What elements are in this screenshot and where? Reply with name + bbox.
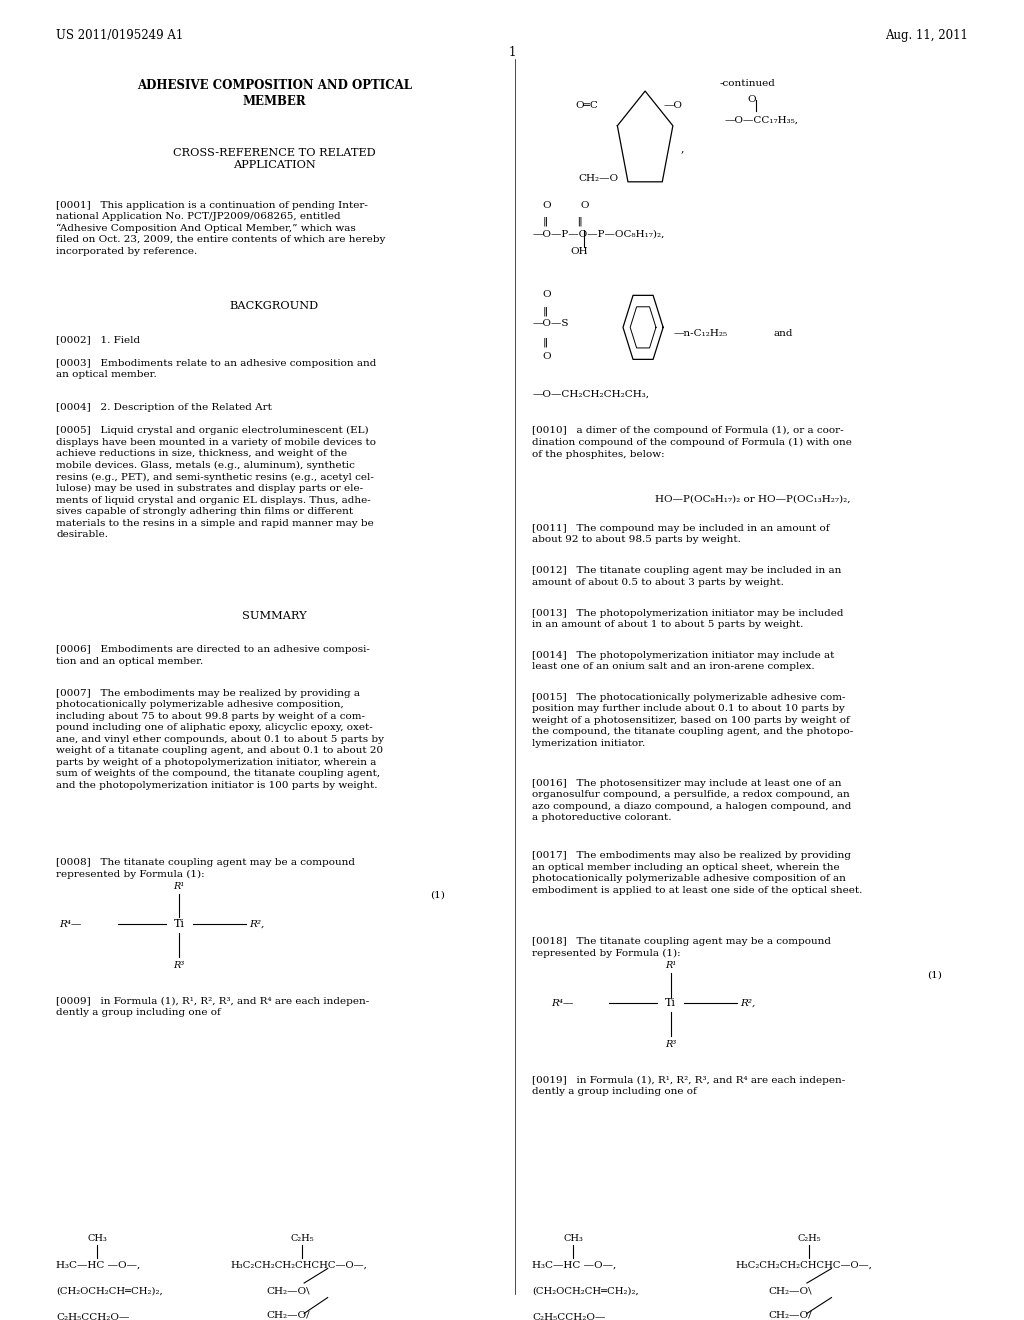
Text: (CH₂OCH₂CH═CH₂)₂,: (CH₂OCH₂CH═CH₂)₂, (56, 1287, 163, 1296)
Text: O: O (543, 352, 551, 362)
Text: and: and (773, 330, 793, 338)
Text: H₃C₂CH₂CH₂CHCHC—O—,: H₃C₂CH₂CH₂CHCHC—O—, (735, 1261, 872, 1270)
Text: [0010]   a dimer of the compound of Formula (1), or a coor-
dination compound of: [0010] a dimer of the compound of Formul… (532, 426, 852, 458)
Text: (1): (1) (927, 970, 942, 979)
Text: —O—CC₁₇H₃₅,: —O—CC₁₇H₃₅, (725, 116, 799, 125)
Text: CH₃: CH₃ (563, 1234, 584, 1243)
Text: [0016]   The photosensitizer may include at least one of an
organosulfur compoun: [0016] The photosensitizer may include a… (532, 779, 852, 822)
Text: CH₃: CH₃ (87, 1234, 108, 1243)
Text: R³: R³ (666, 1040, 676, 1049)
Text: C₂H₅CCH₂O—: C₂H₅CCH₂O— (56, 1313, 130, 1320)
Text: [0007]   The embodiments may be realized by providing a
photocationically polyme: [0007] The embodiments may be realized b… (56, 689, 384, 789)
Text: [0002]   1. Field: [0002] 1. Field (56, 335, 140, 345)
Text: [0003]   Embodiments relate to an adhesive composition and
an optical member.: [0003] Embodiments relate to an adhesive… (56, 359, 377, 379)
Text: R¹: R¹ (174, 882, 184, 891)
Text: O═C: O═C (575, 102, 598, 110)
Text: [0017]   The embodiments may also be realized by providing
an optical member inc: [0017] The embodiments may also be reali… (532, 851, 863, 895)
Text: O         O: O O (543, 201, 589, 210)
Text: [0011]   The compound may be included in an amount of
about 92 to about 98.5 par: [0011] The compound may be included in a… (532, 524, 830, 544)
Text: CH₂—O\: CH₂—O\ (266, 1287, 310, 1296)
Text: R²,: R², (249, 920, 264, 928)
Text: H₃C—HC —O—,: H₃C—HC —O—, (532, 1261, 616, 1270)
Text: —n-C₁₂H₂₅: —n-C₁₂H₂₅ (674, 330, 728, 338)
Text: R³: R³ (174, 961, 184, 970)
Text: BACKGROUND: BACKGROUND (229, 301, 319, 312)
Text: Ti: Ti (666, 998, 676, 1008)
Text: [0019]   in Formula (1), R¹, R², R³, and R⁴ are each indepen-
dently a group inc: [0019] in Formula (1), R¹, R², R³, and R… (532, 1076, 846, 1097)
Text: R²,: R², (740, 999, 756, 1007)
Text: [0009]   in Formula (1), R¹, R², R³, and R⁴ are each indepen-
dently a group inc: [0009] in Formula (1), R¹, R², R³, and R… (56, 997, 370, 1018)
Text: [0001]   This application is a continuation of pending Inter-
national Applicati: [0001] This application is a continuatio… (56, 201, 386, 256)
Text: H₃C—HC —O—,: H₃C—HC —O—, (56, 1261, 140, 1270)
Text: —O—P—O—P—OC₈H₁₇)₂,: —O—P—O—P—OC₈H₁₇)₂, (532, 230, 665, 239)
Text: C₂H₅: C₂H₅ (797, 1234, 821, 1243)
Text: [0008]   The titanate coupling agent may be a compound
represented by Formula (1: [0008] The titanate coupling agent may b… (56, 858, 355, 879)
Text: ‖         ‖: ‖ ‖ (543, 216, 583, 226)
Text: —O—S: —O—S (532, 319, 569, 329)
Text: C₂H₅CCH₂O—: C₂H₅CCH₂O— (532, 1313, 606, 1320)
Text: CH₂—O/: CH₂—O/ (768, 1311, 812, 1320)
Text: H₃C₂CH₂CH₂CHCHC—O—,: H₃C₂CH₂CH₂CHCHC—O—, (230, 1261, 368, 1270)
Text: [0018]   The titanate coupling agent may be a compound
represented by Formula (1: [0018] The titanate coupling agent may b… (532, 937, 831, 958)
Text: Ti: Ti (174, 919, 184, 929)
Text: [0015]   The photocationically polymerizable adhesive com-
position may further : [0015] The photocationically polymerizab… (532, 693, 854, 748)
Text: Aug. 11, 2011: Aug. 11, 2011 (885, 29, 968, 42)
Text: CH₂—O: CH₂—O (579, 174, 618, 183)
Text: (CH₂OCH₂CH═CH₂)₂,: (CH₂OCH₂CH═CH₂)₂, (532, 1287, 639, 1296)
Text: O: O (543, 290, 551, 300)
Text: [0014]   The photopolymerization initiator may include at
least one of an onium : [0014] The photopolymerization initiator… (532, 651, 835, 671)
Text: SUMMARY: SUMMARY (242, 611, 307, 622)
Text: R⁴—: R⁴— (551, 999, 573, 1007)
Text: [0012]   The titanate coupling agent may be included in an
amount of about 0.5 t: [0012] The titanate coupling agent may b… (532, 566, 842, 586)
Text: ‖: ‖ (543, 306, 548, 315)
Text: HO—P(OC₈H₁₇)₂ or HO—P(OC₁₃H₂₇)₂,: HO—P(OC₈H₁₇)₂ or HO—P(OC₁₃H₂₇)₂, (655, 495, 850, 504)
Text: —O: —O (664, 102, 683, 110)
Text: US 2011/0195249 A1: US 2011/0195249 A1 (56, 29, 183, 42)
Text: 1: 1 (508, 46, 516, 59)
Text: ‖: ‖ (543, 338, 548, 347)
Text: R⁴—: R⁴— (59, 920, 82, 928)
Text: OH: OH (570, 247, 588, 256)
Text: C₂H₅: C₂H₅ (290, 1234, 314, 1243)
Text: R¹: R¹ (666, 961, 676, 970)
Text: ADHESIVE COMPOSITION AND OPTICAL
MEMBER: ADHESIVE COMPOSITION AND OPTICAL MEMBER (137, 79, 412, 108)
Text: CROSS-REFERENCE TO RELATED
APPLICATION: CROSS-REFERENCE TO RELATED APPLICATION (173, 148, 376, 170)
Text: (1): (1) (430, 891, 445, 900)
Text: [0006]   Embodiments are directed to an adhesive composi-
tion and an optical me: [0006] Embodiments are directed to an ad… (56, 645, 371, 665)
Text: [0004]   2. Description of the Related Art: [0004] 2. Description of the Related Art (56, 403, 272, 412)
Text: [0013]   The photopolymerization initiator may be included
in an amount of about: [0013] The photopolymerization initiator… (532, 609, 844, 628)
Text: —O—CH₂CH₂CH₂CH₃,: —O—CH₂CH₂CH₂CH₃, (532, 389, 649, 399)
Text: [0005]   Liquid crystal and organic electroluminescent (EL)
displays have been m: [0005] Liquid crystal and organic electr… (56, 426, 377, 539)
Text: CH₂—O\: CH₂—O\ (768, 1287, 812, 1296)
Text: -continued: -continued (720, 79, 775, 88)
Text: CH₂—O/: CH₂—O/ (266, 1311, 310, 1320)
Text: O: O (748, 95, 756, 104)
Text: ,: , (681, 143, 684, 153)
